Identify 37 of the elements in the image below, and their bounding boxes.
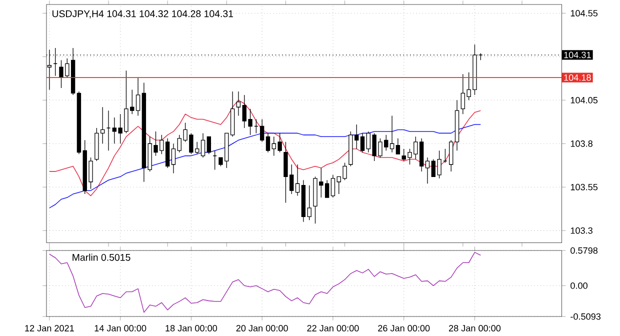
candlestick — [295, 164, 300, 196]
x-tick-label: 28 Jan 00:00 — [448, 325, 501, 332]
candlestick — [449, 140, 454, 172]
text: USDJPY,H4 104.31 104.32 104.28 104.31 — [52, 10, 234, 18]
candlestick — [206, 136, 212, 154]
x-tick-label: 14 Jan 00:00 — [94, 325, 146, 332]
candlestick — [324, 180, 330, 198]
candlestick — [106, 110, 111, 151]
candlestick — [330, 174, 336, 198]
line-series — [49, 252, 482, 313]
y-tick-label: 103.3 — [570, 227, 592, 234]
candlestick — [425, 157, 430, 184]
y-tick-label: -0.5093 — [570, 313, 601, 320]
y-tick-label: 103.55 — [570, 184, 598, 190]
candlestick — [200, 132, 206, 158]
y-tick-label: 104.05 — [570, 96, 598, 104]
candlestick — [260, 118, 264, 142]
x-tick-label: 20 Jan 00:00 — [236, 325, 288, 332]
ref-line-label: 104.18 — [564, 74, 591, 81]
x-tick-label: 12 Jan 2021 — [25, 325, 74, 332]
chart-title: Marlin 0.5015 — [72, 254, 130, 261]
x-tick-label: 18 Jan 00:00 — [166, 325, 218, 332]
candlestick — [136, 77, 140, 116]
y-tick-label: 103.8 — [570, 140, 592, 147]
x-tick-label: 22 Jan 00:00 — [307, 325, 359, 332]
ref-line-label: 104.31 — [564, 52, 591, 58]
x-tick-label: 26 Jan 00:00 — [378, 325, 430, 332]
candlestick — [443, 148, 448, 164]
candlestick — [266, 132, 270, 153]
candlestick — [360, 132, 365, 153]
candlestick — [390, 116, 394, 153]
candlestick — [236, 91, 241, 116]
y-tick-label: 0.00 — [570, 282, 588, 289]
y-tick-label: 0.5798 — [570, 247, 598, 254]
y-tick-label: 104.55 — [570, 10, 598, 16]
candlestick — [396, 138, 400, 154]
candlestick — [171, 143, 176, 174]
